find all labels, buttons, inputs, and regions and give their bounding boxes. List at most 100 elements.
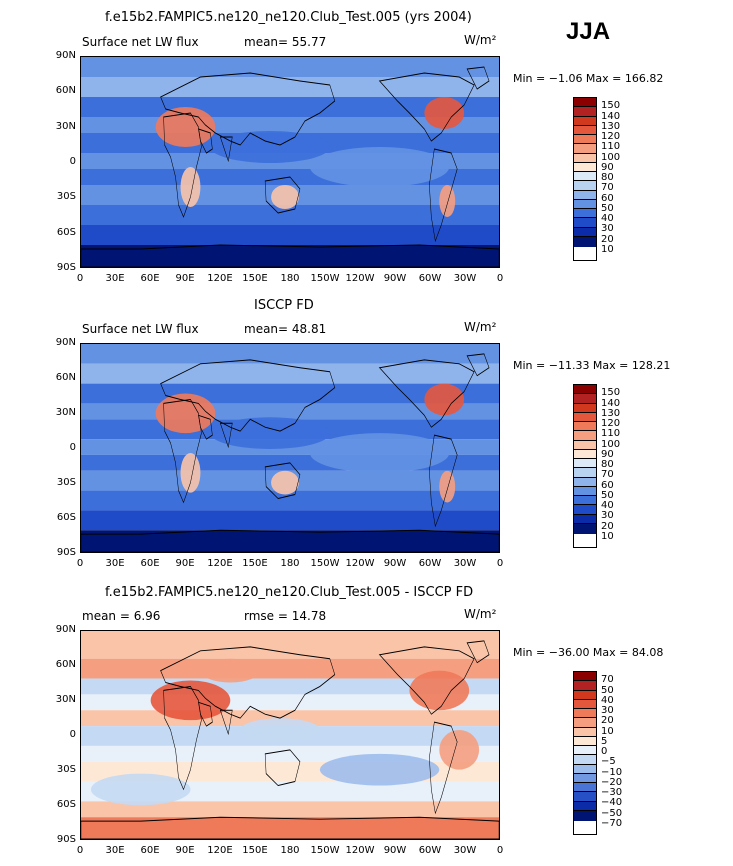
lon-tick-label: 180 — [280, 845, 300, 856]
lat-tick-label: 60S — [56, 226, 76, 238]
panel-1-map — [80, 56, 500, 268]
colorbar-label: −50 — [601, 807, 623, 819]
colorbar-label: 120 — [601, 131, 621, 142]
lon-tick-label: 60E — [140, 273, 160, 284]
colorbar-label: 90 — [601, 161, 614, 173]
lat-tick-label: 60S — [56, 799, 76, 810]
panel-1-left-label: Surface net LW flux — [82, 35, 199, 49]
lon-tick-label: 0 — [496, 558, 504, 569]
colorbar-label: 30 — [601, 705, 614, 716]
lon-tick-label: 90E — [175, 273, 195, 284]
lat-tick-label: 90S — [56, 547, 76, 558]
colorbar-label: 150 — [601, 100, 621, 112]
colorbar-segment — [574, 783, 596, 793]
panel-1-minmax: Min = −1.06 Max = 166.82 — [513, 72, 664, 85]
panel-3-map — [80, 630, 500, 840]
lon-tick-label: 90W — [383, 845, 407, 856]
panel-3-title: f.e15b2.FAMPIC5.ne120_ne120.Club_Test.00… — [105, 585, 474, 600]
colorbar-segment — [574, 672, 596, 682]
lon-tick-label: 0 — [76, 273, 84, 284]
colorbar-label: 40 — [601, 213, 614, 224]
colorbar-segment — [574, 755, 596, 765]
colorbar-label: 70 — [601, 182, 614, 194]
lat-tick-label: 0 — [69, 156, 76, 167]
lon-tick-label: 30E — [105, 273, 125, 284]
colorbar-label: 80 — [601, 459, 614, 470]
colorbar-segment — [574, 690, 596, 700]
panel-1-title: f.e15b2.FAMPIC5.ne120_ne120.Club_Test.00… — [105, 10, 472, 25]
colorbar-label: 130 — [601, 407, 621, 419]
colorbar-label: 80 — [601, 172, 614, 183]
panel-3-units: W/m² — [464, 607, 497, 621]
lon-tick-label: 90W — [383, 558, 407, 569]
lon-tick-label: 60W — [418, 845, 442, 856]
colorbar-label: 130 — [601, 120, 621, 132]
lon-tick-label: 60E — [140, 558, 160, 569]
lon-tick-label: 60E — [140, 845, 160, 856]
colorbar-segment — [574, 431, 596, 441]
colorbar-label: 50 — [601, 202, 614, 214]
lon-tick-label: 0 — [76, 845, 84, 856]
colorbar-label: 40 — [601, 500, 614, 511]
lon-tick-label: 60W — [418, 273, 442, 284]
colorbar-segment — [574, 523, 596, 534]
colorbar-segment — [574, 709, 596, 719]
colorbar-label: 140 — [601, 397, 621, 409]
lat-tick-label: 90N — [55, 50, 76, 61]
lon-tick-label: 180 — [280, 273, 300, 284]
lon-tick-label: 120E — [207, 558, 233, 569]
colorbar-label: 60 — [601, 479, 614, 491]
colorbar-segment — [574, 681, 596, 691]
panel-1-mean-label: mean= 55.77 — [244, 35, 327, 49]
colorbar-segment — [574, 736, 596, 746]
panel-3-mean-label: mean = 6.96 — [82, 609, 161, 623]
colorbar-label: 110 — [601, 141, 621, 153]
lon-tick-label: 30W — [453, 845, 477, 856]
colorbar-segment — [574, 227, 596, 237]
colorbar-segment — [574, 385, 596, 395]
lon-tick-label: 30W — [453, 273, 477, 284]
lon-tick-label: 90W — [383, 273, 407, 284]
colorbar-segment — [574, 773, 596, 783]
lon-tick-label: 120W — [345, 558, 375, 569]
panel-2-map — [80, 343, 500, 553]
lon-tick-label: 150W — [310, 558, 340, 569]
lat-tick-label: 60N — [55, 659, 76, 670]
colorbar-label: 100 — [601, 438, 621, 450]
colorbar-segment — [574, 810, 596, 821]
panel-2-units: W/m² — [464, 320, 497, 334]
panel-2-title: ISCCP FD — [254, 298, 314, 313]
lon-tick-label: 30W — [453, 558, 477, 569]
lon-tick-label: 150W — [310, 845, 340, 856]
colorbar-label: 10 — [601, 725, 614, 737]
colorbar-label: 20 — [601, 715, 614, 727]
panel-3-minmax: Min = −36.00 Max = 84.08 — [513, 646, 664, 659]
colorbar-label: 20 — [601, 520, 614, 532]
lon-tick-label: 150E — [242, 845, 268, 856]
colorbar-segment — [574, 468, 596, 478]
colorbar-label: −30 — [601, 787, 623, 798]
colorbar-segment — [574, 801, 596, 811]
colorbar-label: 50 — [601, 489, 614, 501]
lat-tick-label: 0 — [69, 729, 76, 740]
lon-tick-label: 90E — [175, 558, 195, 569]
colorbar-segment — [574, 218, 596, 228]
season-label: JJA — [566, 18, 611, 45]
lat-tick-label: 60N — [55, 85, 76, 97]
colorbar-label: −10 — [601, 766, 623, 778]
lat-tick-label: 30N — [55, 120, 76, 132]
colorbar-segment — [574, 746, 596, 756]
colorbar-segment — [574, 514, 596, 524]
lon-tick-label: 30E — [105, 558, 125, 569]
lat-tick-label: 30N — [55, 407, 76, 418]
colorbar-segment — [574, 162, 596, 172]
lat-tick-label: 90S — [56, 834, 76, 845]
colorbar-segment — [574, 107, 596, 117]
colorbar-segment — [574, 486, 596, 496]
lon-tick-label: 120W — [345, 845, 375, 856]
lat-tick-label: 90N — [55, 624, 76, 635]
panel-2-left-label: Surface net LW flux — [82, 322, 199, 336]
lon-tick-label: 150E — [242, 273, 268, 284]
panel-1-colorbar — [573, 97, 597, 261]
lat-tick-label: 90N — [55, 337, 76, 348]
